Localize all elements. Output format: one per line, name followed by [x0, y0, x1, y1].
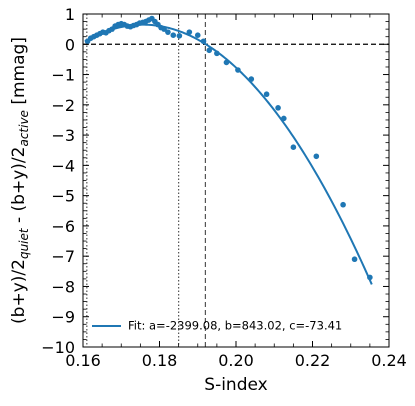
data-point: [161, 26, 167, 32]
y-tick-label: −4: [51, 156, 75, 175]
y-axis-label: (b+y)/2quiet - (b+y)/2active [mmag]: [9, 37, 31, 324]
data-point: [281, 115, 287, 122]
y-tick-label: −3: [51, 126, 75, 145]
y-tick-label: −1: [51, 66, 75, 85]
data-point: [165, 29, 171, 35]
legend: Fit: a=-2399.08, b=843.02, c=-73.41: [92, 319, 342, 333]
data-point: [263, 91, 270, 98]
data-point: [223, 59, 230, 66]
data-point: [170, 32, 177, 38]
y-tick-label: −7: [51, 247, 75, 266]
x-tick-label: 0.22: [295, 351, 331, 370]
y-axis-label-subscript: active: [17, 110, 31, 146]
reference-lines: [83, 14, 389, 347]
data-point: [313, 153, 320, 160]
y-tick-label: −8: [51, 277, 75, 296]
y-tick-label: −5: [51, 187, 75, 206]
x-tick-label: 0.20: [218, 351, 254, 370]
x-tick-label: 0.24: [371, 351, 407, 370]
data-point: [186, 29, 193, 35]
axis-ticks: 0.16 0.18 0.20 0.22 0.24 1 0 −1 −2 −3 −4 −5 −6 −7 −8 −9…: [41, 5, 407, 370]
data-points: [84, 15, 373, 281]
x-tick-label: 0.18: [142, 351, 178, 370]
y-tick-label: −6: [51, 217, 75, 236]
data-point: [206, 47, 213, 54]
data-point: [367, 274, 373, 281]
y-tick-label: 1: [65, 5, 75, 24]
data-point: [290, 144, 297, 150]
data-point: [235, 67, 241, 73]
y-tick-label: −10: [41, 338, 75, 357]
data-point: [194, 32, 201, 38]
data-point: [340, 201, 346, 208]
data-point: [248, 76, 255, 82]
data-point: [200, 38, 207, 45]
y-axis-label-part: (b+y)/2: [9, 259, 29, 324]
data-point: [214, 50, 220, 57]
data-point: [275, 105, 281, 111]
data-point: [351, 256, 358, 263]
plot-frame: [82, 13, 390, 348]
y-tick-label: 0: [65, 35, 75, 54]
x-axis-label: S-index: [204, 375, 267, 395]
y-tick-label: −9: [51, 308, 75, 327]
data-point: [176, 32, 183, 39]
legend-label: Fit: a=-2399.08, b=843.02, c=-73.41: [128, 319, 342, 333]
y-tick-label: −2: [51, 96, 75, 115]
y-axis-label-part: - (b+y)/2: [9, 147, 29, 229]
y-axis-label-subscript: quiet: [17, 227, 31, 259]
x-tick-label: 0.16: [65, 351, 101, 370]
y-axis-label-part: [mmag]: [9, 37, 29, 110]
